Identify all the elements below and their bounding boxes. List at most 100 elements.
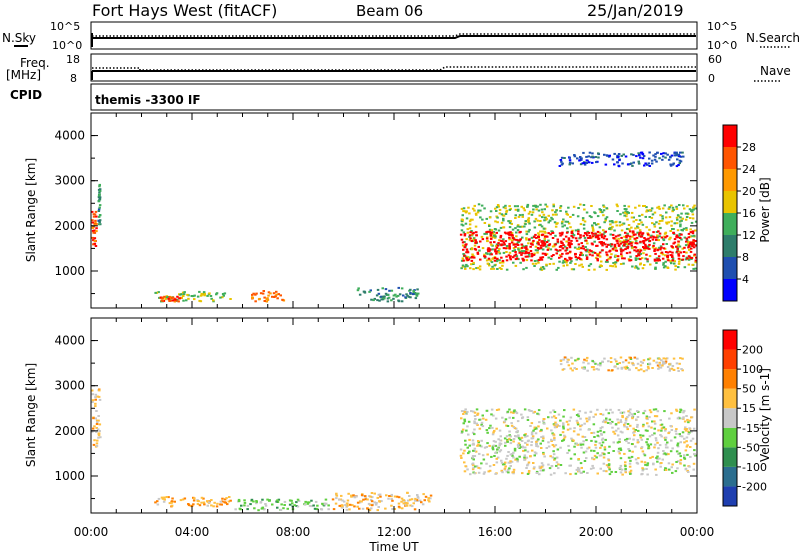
heatmap-cell [409, 292, 412, 294]
heatmap-cell [267, 291, 271, 294]
heatmap-cell [94, 396, 97, 399]
heatmap-cell [550, 416, 554, 419]
heatmap-cell [313, 507, 317, 510]
heatmap-cell [646, 429, 649, 432]
heatmap-cell [503, 467, 507, 470]
heatmap-cell [521, 236, 524, 239]
heatmap-cell [310, 505, 313, 508]
heatmap-cell [510, 241, 514, 244]
heatmap-cell [599, 364, 602, 367]
heatmap-cell [615, 239, 618, 242]
heatmap-cell [468, 235, 471, 238]
heatmap-cell [540, 225, 544, 228]
heatmap-cell [632, 153, 635, 156]
heatmap-cell [465, 263, 468, 266]
heatmap-cell [99, 436, 102, 439]
heatmap-cell [617, 234, 620, 237]
heatmap-cell [616, 441, 620, 444]
heatmap-cell [462, 413, 465, 415]
heatmap-cell [561, 261, 565, 264]
heatmap-cell [508, 467, 511, 470]
heatmap-cell [656, 234, 659, 237]
heatmap-cell [512, 411, 515, 414]
heatmap-cell [521, 215, 524, 218]
heatmap-cell [539, 442, 542, 445]
heatmap-cell [541, 211, 544, 214]
heatmap-cell [677, 266, 680, 269]
colorbar-segment [723, 349, 737, 370]
heatmap-cell [680, 238, 683, 241]
heatmap-cell [549, 473, 553, 476]
heatmap-cell [527, 217, 531, 220]
heatmap-cell [215, 505, 219, 508]
heatmap-cell [622, 411, 626, 414]
heatmap-cell [470, 240, 474, 242]
heatmap-cell [478, 268, 482, 271]
heatmap-cell [560, 233, 564, 236]
heatmap-cell [601, 236, 604, 239]
heatmap-cell [474, 450, 478, 453]
heatmap-cell [513, 238, 516, 241]
heatmap-cell [673, 238, 677, 241]
heatmap-cell [471, 439, 475, 442]
heatmap-cell [91, 219, 94, 222]
heatmap-cell [624, 422, 627, 425]
heatmap-cell [647, 162, 650, 165]
heatmap-cell [666, 153, 669, 156]
heatmap-cell [474, 239, 477, 242]
heatmap-cell [521, 416, 525, 419]
heatmap-cell [575, 419, 579, 422]
heatmap-cell [539, 220, 542, 222]
heatmap-cell [652, 244, 655, 247]
heatmap-cell [358, 293, 362, 296]
heatmap-cell [543, 239, 546, 242]
heatmap-cell [597, 252, 600, 255]
heatmap-cell [600, 438, 604, 441]
heatmap-cell [533, 428, 537, 430]
heatmap-cell [358, 500, 362, 503]
heatmap-cell [634, 265, 638, 268]
heatmap-cell [613, 245, 617, 248]
heatmap-cell [563, 434, 566, 437]
heatmap-cell [588, 151, 592, 154]
heatmap-cell [505, 251, 508, 253]
heatmap-cell [692, 267, 695, 270]
heatmap-cell [635, 418, 638, 421]
heatmap-cell [526, 419, 530, 421]
heatmap-cell [165, 496, 169, 498]
heatmap-cell [652, 235, 655, 238]
heatmap-cell [579, 442, 582, 445]
heatmap-cell [210, 499, 213, 501]
heatmap-cell [613, 163, 616, 166]
heatmap-cell [463, 411, 466, 413]
heatmap-cell [639, 364, 643, 367]
heatmap-cell [632, 220, 635, 223]
heatmap-cell [536, 249, 539, 252]
heatmap-cell [509, 255, 512, 258]
heatmap-cell [499, 234, 503, 237]
heatmap-cell [213, 501, 216, 504]
heatmap-cell [689, 446, 692, 448]
heatmap-cell [226, 503, 229, 506]
heatmap-cell [675, 234, 679, 237]
heatmap-cell [628, 411, 632, 414]
heatmap-cell [638, 229, 642, 232]
heatmap-cell [640, 257, 644, 260]
heatmap-cell [486, 262, 490, 265]
heatmap-cell [395, 295, 398, 298]
heatmap-cell [569, 216, 572, 218]
heatmap-cell [591, 152, 594, 155]
heatmap-cell [532, 429, 535, 432]
heatmap-cell [92, 243, 95, 246]
heatmap-cell [261, 507, 264, 510]
heatmap-cell [641, 425, 645, 428]
heatmap-cell [567, 206, 570, 209]
heatmap-cell [491, 433, 495, 436]
heatmap-cell [98, 196, 102, 199]
heatmap-cell [340, 494, 343, 497]
heatmap-cell [531, 211, 535, 214]
heatmap-cell [353, 505, 356, 508]
nsky-tick-bottom: 10^0 [52, 39, 82, 52]
heatmap-cell [473, 428, 476, 431]
heatmap-cell [640, 446, 644, 449]
